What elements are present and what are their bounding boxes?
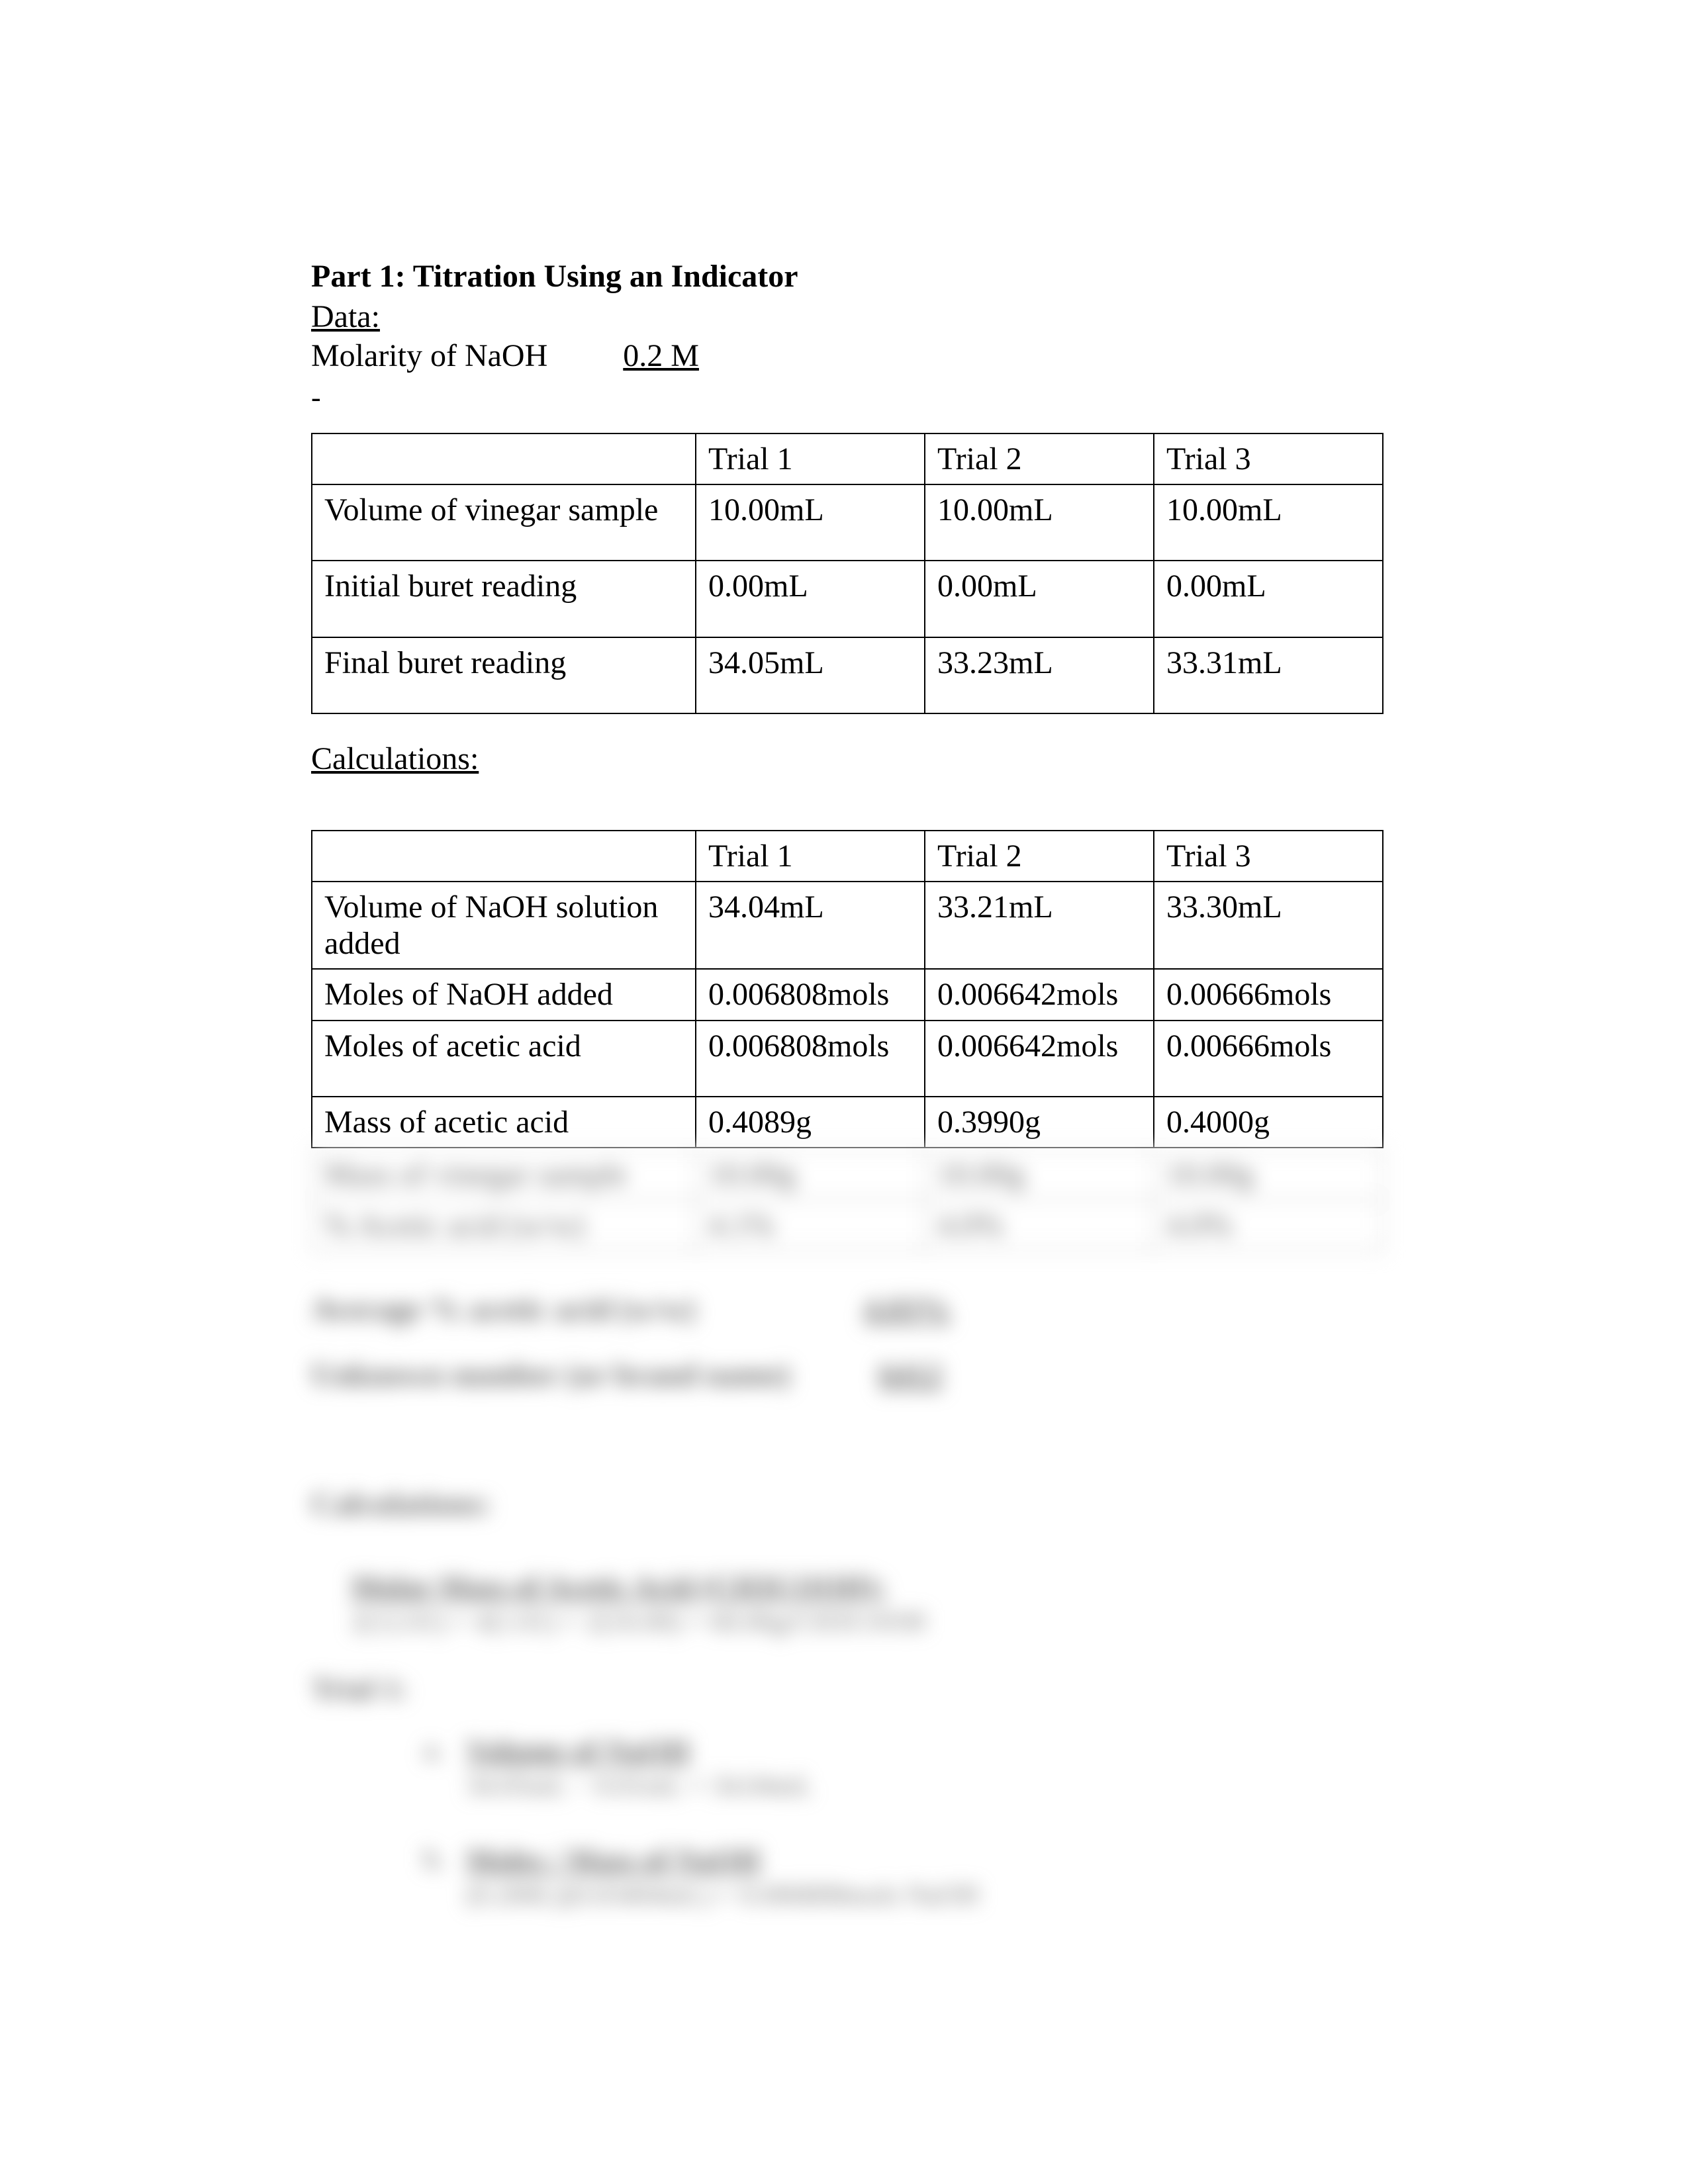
row-label: Moles of NaOH added [312,969,696,1020]
table-header-cell: Trial 3 [1154,831,1383,882]
cell: 34.05mL [696,637,925,713]
data-label: Data: [311,298,1383,335]
avg-label: Average % acetic acid (w/w) [311,1292,695,1327]
cell: 10.00g [696,1149,925,1200]
cell: 4.0% [1154,1200,1383,1251]
molar-mass-body: 2(12.01) + 4(1.01) + 2(16.00) = 60.06g/C… [351,1606,1383,1638]
list-marker: a. [424,1733,463,1766]
cell: 0.00666mols [1154,969,1383,1020]
table-row: Volume of vinegar sample 10.00mL 10.00mL… [312,484,1383,561]
part-title: Part 1: Titration Using an Indicator [311,258,1383,295]
table-row: Mass of vinegar sample 10.00g 10.00g 10.… [312,1149,1383,1200]
table-row: Final buret reading 34.05mL 33.23mL 33.3… [312,637,1383,713]
cell: 34.04mL [696,882,925,969]
row-label: Mass of vinegar sample [312,1149,696,1200]
table-row: Moles of acetic acid 0.006808mols 0.0066… [312,1021,1383,1097]
table-header-cell [312,433,696,484]
calculations-heading: Calculations: [311,741,1383,777]
blurred-preview-region: Mass of vinegar sample 10.00g 10.00g 10.… [311,1148,1383,1911]
data-table: Trial 1 Trial 2 Trial 3 Volume of vinega… [311,433,1383,714]
list-item: b. Moles / Mass of NaOH (0.200L)(0.03404… [424,1842,1383,1911]
dash: - [311,381,1383,414]
trial-list: a. Volume of NaOH 34.05mL − 0.01mL = 34.… [424,1733,1383,1911]
cell: 10.00g [925,1149,1154,1200]
molar-mass-title: Molar Mass of Acetic Acid (CH3COOH): [351,1569,1383,1604]
cell: 0.00mL [925,561,1154,637]
cell: 0.00666mols [1154,1021,1383,1097]
calculations-table: Trial 1 Trial 2 Trial 3 Volume of NaOH s… [311,830,1383,1148]
unknown-line: Unknown number (or brand name) 6412 [311,1357,1383,1393]
cell: 33.21mL [925,882,1154,969]
trial-label: Trial 1: [311,1671,1383,1706]
molarity-value: 0.2 M [623,338,699,373]
table-header-cell: Trial 2 [925,831,1154,882]
row-label: Final buret reading [312,637,696,713]
cell: 10.00mL [925,484,1154,561]
row-label: Volume of vinegar sample [312,484,696,561]
cell: 4.1% [696,1200,925,1251]
molarity-line: Molarity of NaOH 0.2 M [311,338,1383,374]
cell: 0.00mL [696,561,925,637]
list-marker: b. [424,1842,463,1876]
table-row: Volume of NaOH solution added 34.04mL 33… [312,882,1383,969]
row-label: Mass of acetic acid [312,1097,696,1148]
cell: 0.4000g [1154,1097,1383,1148]
table-header-cell: Trial 1 [696,433,925,484]
avg-value: 4.03% [863,1292,951,1327]
cell: 33.23mL [925,637,1154,713]
table-row: Mass of acetic acid 0.4089g 0.3990g 0.40… [312,1097,1383,1148]
cell: 0.006808mols [696,1021,925,1097]
table-header-cell [312,831,696,882]
table-header-cell: Trial 3 [1154,433,1383,484]
row-label: Volume of NaOH solution added [312,882,696,969]
row-label: Moles of acetic acid [312,1021,696,1097]
item-title: Volume of NaOH [466,1733,813,1768]
cell: 33.31mL [1154,637,1383,713]
blurred-table: Mass of vinegar sample 10.00g 10.00g 10.… [311,1148,1383,1251]
cell: 0.3990g [925,1097,1154,1148]
row-label: Initial buret reading [312,561,696,637]
avg-line: Average % acetic acid (w/w) 4.03% [311,1291,1383,1328]
cell: 0.00mL [1154,561,1383,637]
table-header-cell: Trial 2 [925,433,1154,484]
item-body: (0.200L)(0.03404mL) = 0.006808mols NaOH [466,1880,979,1911]
table-row: Moles of NaOH added 0.006808mols 0.00664… [312,969,1383,1020]
cell: 0.006642mols [925,1021,1154,1097]
table-header-row: Trial 1 Trial 2 Trial 3 [312,433,1383,484]
molar-mass-block: Molar Mass of Acetic Acid (CH3COOH): 2(1… [351,1569,1383,1638]
cell: 10.00g [1154,1149,1383,1200]
unknown-label: Unknown number (or brand name) [311,1357,790,1392]
table-row: % Acetic acid (w/w) 4.1% 4.0% 4.0% [312,1200,1383,1251]
table-header-cell: Trial 1 [696,831,925,882]
cell: 10.00mL [696,484,925,561]
table-header-row: Trial 1 Trial 2 Trial 3 [312,831,1383,882]
row-label: % Acetic acid (w/w) [312,1200,696,1251]
table-row: Initial buret reading 0.00mL 0.00mL 0.00… [312,561,1383,637]
cell: 0.006642mols [925,969,1154,1020]
document-page: Part 1: Titration Using an Indicator Dat… [0,0,1688,2184]
cell: 0.006808mols [696,969,925,1020]
cell: 0.4089g [696,1097,925,1148]
item-title: Moles / Mass of NaOH [466,1842,979,1877]
molarity-label: Molarity of NaOH [311,338,547,373]
cell: 33.30mL [1154,882,1383,969]
cell: 4.0% [925,1200,1154,1251]
unknown-value: 6412 [879,1357,943,1392]
cell: 10.00mL [1154,484,1383,561]
list-item: a. Volume of NaOH 34.05mL − 0.01mL = 34.… [424,1733,1383,1802]
item-body: 34.05mL − 0.01mL = 34.04mL [466,1770,813,1802]
calculations-label: Calculations: [311,1486,1383,1522]
